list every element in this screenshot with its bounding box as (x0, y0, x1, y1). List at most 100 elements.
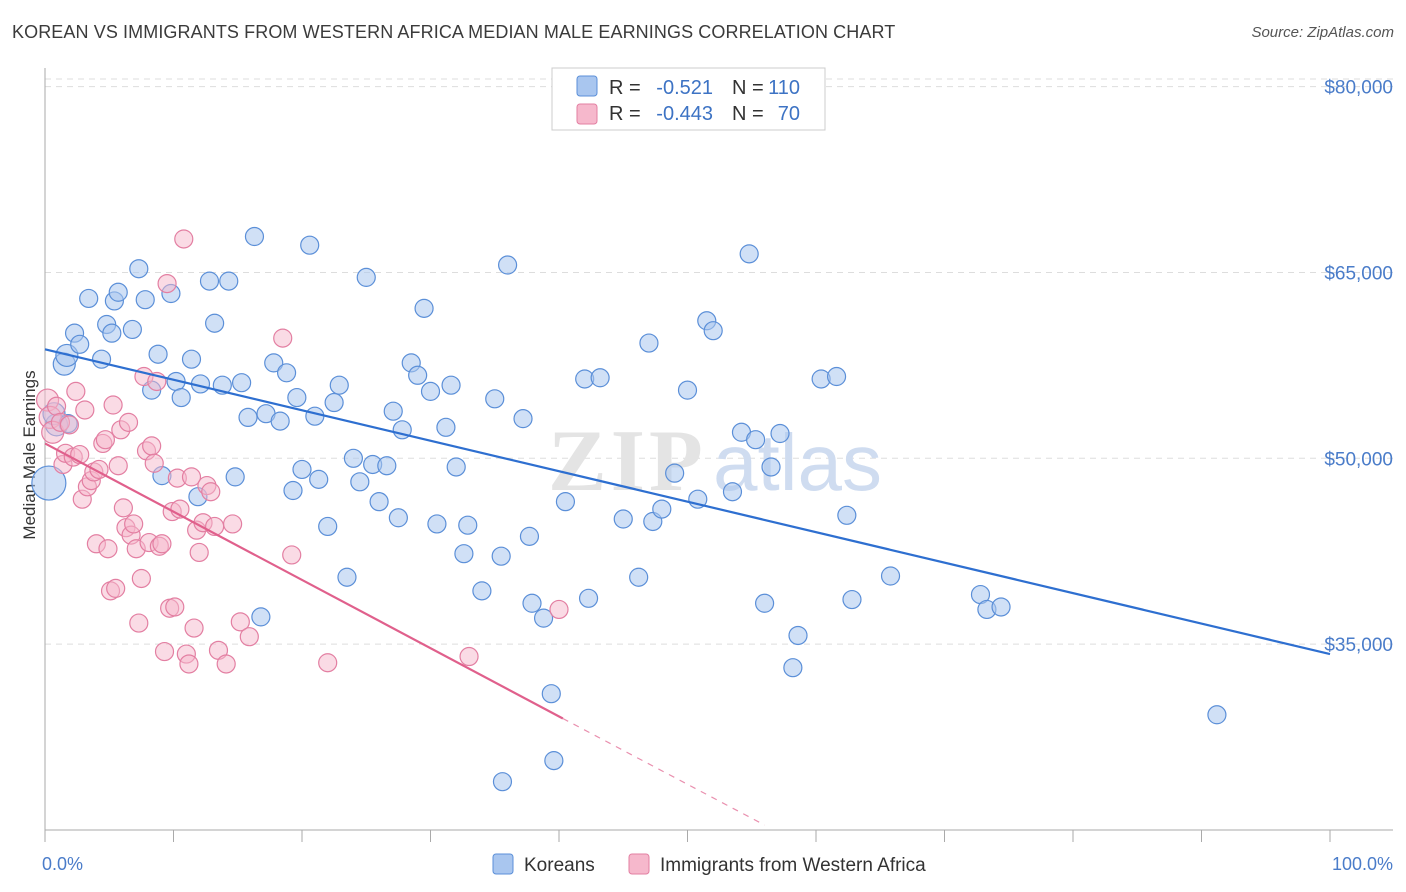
korean-point (270, 411, 290, 431)
korean-point (420, 381, 441, 401)
x-tick-label-max: 100.0% (1332, 854, 1393, 874)
gridlines (45, 78, 1393, 645)
x-tick-label-min: 0.0% (42, 854, 83, 874)
korean-point (102, 323, 122, 343)
immigrant-point (98, 539, 118, 559)
korean-point (225, 467, 245, 487)
korean-point (613, 509, 633, 529)
korean-point (436, 417, 456, 437)
immigrant-point (273, 328, 293, 348)
correlation-legend: R = -0.521 N = 110 R = -0.443 N = 70 (551, 67, 826, 131)
korean-point (761, 457, 781, 477)
legend-n-value-2: 70 (778, 103, 800, 125)
korean-point (300, 235, 320, 255)
immigrant-point (113, 498, 133, 518)
korean-point (677, 380, 698, 400)
legend-r-label-2: R = (609, 103, 641, 125)
immigrant-point (174, 229, 194, 249)
korean-point (292, 459, 312, 480)
korean-point (135, 290, 155, 310)
korean-point (665, 463, 685, 483)
korean-point (309, 469, 329, 489)
immigrant-point (181, 467, 202, 487)
korean-point (513, 409, 533, 429)
korean-point (639, 333, 659, 353)
koreans-points (31, 226, 1227, 792)
immigrant-point (75, 400, 95, 420)
korean-point (108, 282, 128, 302)
immigrant-point (108, 456, 128, 476)
korean-point (1207, 705, 1227, 725)
korean-point (492, 772, 513, 792)
y-tick-label: $80,000 (1324, 78, 1393, 99)
immigrant-point (144, 453, 164, 473)
y-tick-label: $65,000 (1324, 263, 1393, 284)
korean-point (454, 544, 474, 564)
korean-point (842, 589, 862, 610)
trend-lines (44, 348, 1331, 826)
korean-point (205, 313, 225, 333)
korean-point (427, 514, 447, 534)
korean-point (251, 607, 271, 627)
korean-point (31, 465, 67, 501)
immigrant-point (59, 415, 80, 435)
immigrant-point (157, 273, 177, 294)
korean-point (522, 593, 542, 613)
korean-point (519, 526, 540, 546)
immigrant-point (318, 653, 338, 673)
korean-point (441, 375, 461, 395)
korean-point (324, 392, 344, 413)
y-tick-label: $50,000 (1324, 449, 1393, 470)
koreans-trend-line (44, 348, 1331, 656)
series-legend: Koreans Immigrants from Western Africa (492, 853, 926, 876)
korean-point (555, 492, 576, 512)
immigrant-point (106, 578, 126, 598)
legend-n-label-2: N = (732, 103, 764, 125)
korean-point (70, 334, 90, 354)
immigrant-point (459, 646, 479, 667)
immigrant-point (201, 482, 221, 502)
legend-r-label-1: R = (609, 77, 641, 99)
bottom-swatch-koreans (492, 853, 514, 875)
immigrant-point (46, 396, 67, 416)
korean-point (446, 457, 466, 477)
immigrant-point (216, 654, 236, 674)
korean-point (232, 373, 252, 393)
immigrant-point (131, 568, 151, 589)
korean-point (244, 226, 265, 247)
korean-point (754, 593, 775, 613)
korean-point (826, 366, 847, 387)
y-axis-title: Median Male Earnings (20, 370, 39, 539)
korean-point (276, 363, 297, 383)
korean-point (318, 516, 338, 537)
korean-point (79, 288, 99, 309)
x-ticks (44, 830, 1331, 842)
korean-point (837, 505, 857, 525)
korean-point (472, 581, 492, 601)
immigrant-point (142, 436, 162, 456)
legend-n-label-1: N = (732, 77, 764, 99)
korean-point (219, 271, 239, 291)
immigrant-point (179, 654, 199, 674)
immigrants-trend-line (44, 442, 564, 720)
korean-point (337, 567, 357, 587)
korean-point (287, 387, 307, 408)
legend-r-value-2: -0.443 (656, 103, 713, 125)
korean-point (414, 298, 434, 318)
korean-point (485, 389, 505, 409)
bottom-legend-koreans: Koreans (524, 855, 595, 876)
korean-point (129, 259, 149, 279)
korean-point (458, 515, 478, 535)
immigrant-point (165, 597, 185, 617)
korean-point (991, 597, 1011, 617)
korean-point (746, 430, 766, 450)
immigrant-point (95, 430, 115, 450)
immigrant-point (66, 381, 86, 401)
korean-point (171, 387, 191, 408)
korean-point (544, 751, 564, 771)
immigrant-point (152, 534, 172, 554)
immigrant-point (230, 612, 250, 632)
korean-point (350, 472, 370, 492)
immigrant-point (239, 627, 259, 647)
